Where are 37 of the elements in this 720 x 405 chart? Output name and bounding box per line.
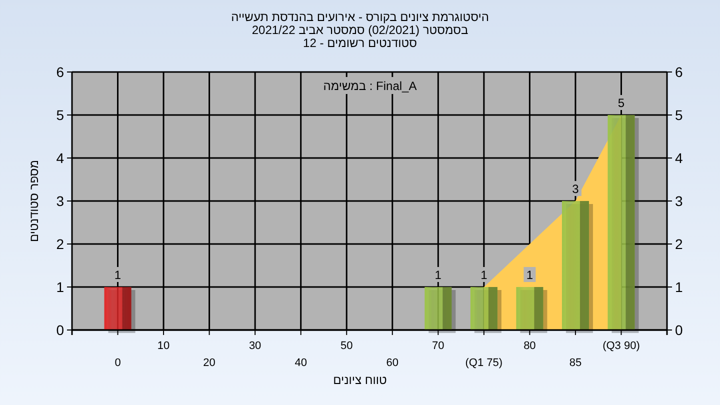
data-label: 1 [114,268,122,282]
x-tick-label: 10 [157,340,170,352]
annotation: במשימה : Final_A [323,79,417,93]
y2-tick-label: 0 [675,322,683,338]
x-tick-label: (Q3 90) [602,340,640,352]
x-tick-label: 80 [524,340,536,352]
data-label: 1 [480,268,488,282]
x-tick-label: 50 [340,340,353,352]
y-tick-label: 6 [56,64,64,80]
chart-title: היסטוגרמת ציונים בקורס - אירועים בהנדסת תעשייה [231,10,489,24]
data-label: 3 [572,182,580,196]
x-tick-label: 30 [248,340,262,352]
y-tick-label: 1 [56,279,64,295]
x-tick-label: 0 [114,357,121,369]
y2-tick-label: 4 [675,150,683,166]
data-label: 1 [434,268,442,282]
y2-tick-label: 2 [675,236,683,252]
y-tick-label: 4 [56,150,64,166]
chart-subtitle: בסמסטר (02/2021) סמסטר אביב 2021/22 סטודנטים רשומים - 12 [252,23,468,50]
y2-tick-label: 1 [675,279,683,295]
x-tick-label: (Q1 75) [465,357,503,369]
x-tick-label: 60 [386,357,399,369]
y2-tick-label: 3 [675,193,683,209]
y-tick-label: 2 [56,236,64,252]
y-tick-label: 3 [56,193,64,209]
y-axis-title: מספר סטודנטים [27,160,41,242]
y-tick-label: 5 [56,107,64,123]
data-label: 5 [618,96,625,110]
x-tick-label: 40 [294,357,307,369]
y2-tick-label: 6 [675,64,683,80]
y-tick-label: 0 [56,322,64,338]
y2-tick-label: 5 [675,107,683,123]
data-label: 1 [526,268,534,282]
x-tick-label: 20 [203,357,216,369]
x-tick-label: 85 [569,357,582,369]
x-tick-label: 70 [432,340,444,352]
x-axis-title: טווח ציונים [333,373,388,387]
